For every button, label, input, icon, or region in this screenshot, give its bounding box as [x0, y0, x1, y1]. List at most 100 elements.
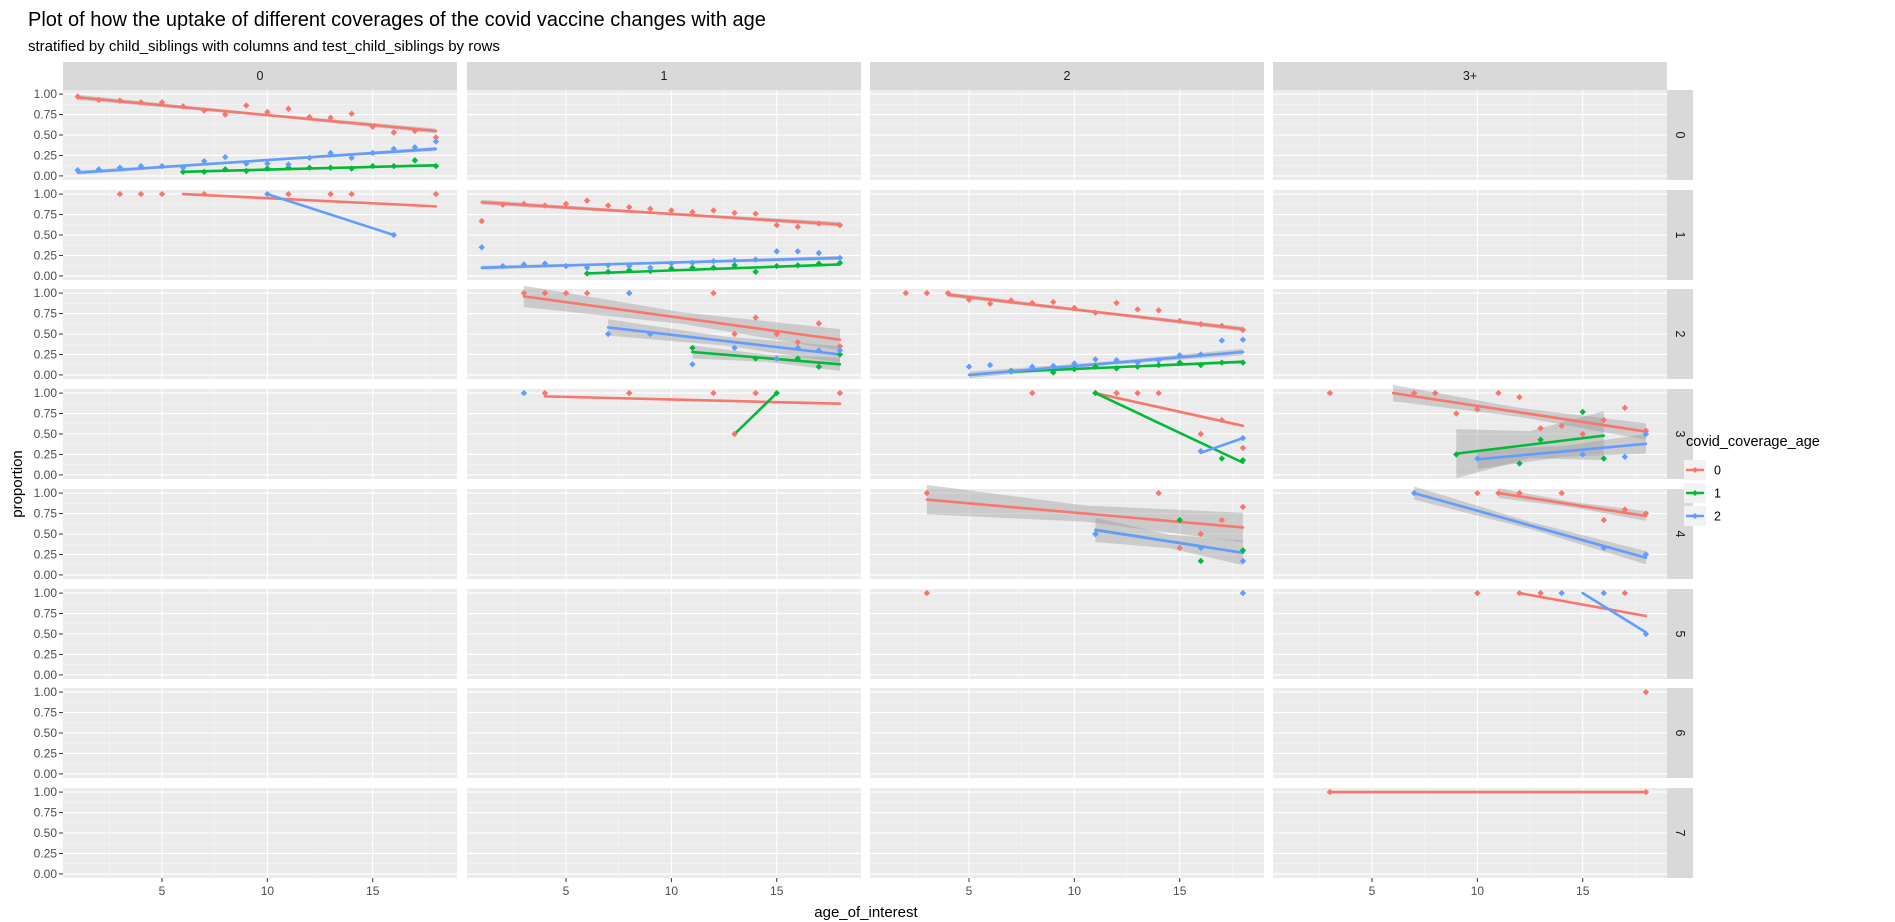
x-tick-label: 10: [261, 884, 275, 898]
data-point: [794, 355, 801, 362]
data-point: [1537, 425, 1544, 432]
trend-line: [1094, 528, 1245, 555]
y-tick-label: 0.00: [34, 468, 58, 482]
data-point: [1600, 416, 1607, 424]
panel-1-1: [478, 197, 844, 277]
data-point: [1092, 389, 1099, 397]
data-point: [1155, 389, 1162, 397]
data-point: [285, 105, 292, 113]
row-strip-label: 4: [1673, 531, 1687, 538]
data-point: [1092, 309, 1099, 316]
data-point: [285, 161, 292, 168]
data-point: [836, 347, 844, 354]
data-point: [1621, 506, 1629, 513]
legend-entry-label: 2: [1714, 510, 1721, 524]
trend-line: [1455, 434, 1606, 455]
panel-1-0: [116, 190, 440, 239]
row-strip-label: 5: [1673, 631, 1687, 638]
data-point: [1239, 434, 1247, 442]
x-tick-label: 10: [1471, 884, 1485, 898]
row-strip: [1667, 90, 1693, 180]
column-strip-label: 0: [257, 69, 264, 83]
y-tick-label: 0.00: [34, 169, 58, 183]
data-point: [1155, 307, 1162, 314]
y-tick-label: 0.00: [34, 867, 58, 881]
data-point: [137, 99, 145, 106]
panel-2-2: [902, 289, 1247, 379]
y-tick-label: 0.00: [34, 269, 58, 283]
data-point: [1218, 322, 1226, 330]
data-point: [116, 97, 124, 104]
data-point: [1218, 455, 1226, 462]
data-point: [179, 103, 187, 110]
data-point: [752, 210, 759, 217]
data-point: [1113, 389, 1120, 397]
data-point: [1516, 489, 1523, 497]
trend-line: [266, 192, 396, 237]
data-point: [1176, 352, 1183, 359]
data-point: [390, 231, 397, 239]
data-point: [222, 153, 229, 161]
data-point: [794, 223, 801, 231]
data-point: [1642, 630, 1650, 638]
data-point: [541, 260, 549, 267]
data-point: [158, 162, 166, 170]
data-point: [1029, 363, 1036, 370]
data-point: [520, 261, 528, 268]
data-point: [1558, 489, 1565, 497]
data-point: [390, 145, 397, 153]
data-point: [752, 256, 759, 263]
data-point: [327, 114, 334, 122]
data-point: [1642, 688, 1650, 696]
legend-entries: 0 1 2: [1684, 460, 1721, 526]
y-tick-label: 0.25: [34, 746, 58, 760]
data-point: [478, 244, 485, 251]
panel-6-3: [1642, 688, 1650, 696]
data-point: [478, 217, 485, 225]
data-point: [1516, 460, 1523, 467]
data-point: [137, 162, 145, 170]
data-point: [264, 108, 271, 116]
data-point: [773, 330, 780, 338]
trend-line: [1497, 491, 1648, 518]
data-point: [1239, 326, 1247, 334]
data-point: [689, 344, 696, 352]
trend-line: [76, 147, 438, 174]
trend-line: [1199, 436, 1245, 455]
row-strip: [1667, 688, 1693, 778]
data-point: [1113, 356, 1120, 364]
data-point: [1113, 365, 1120, 372]
data-point: [390, 162, 397, 170]
data-point: [116, 164, 124, 171]
y-tick-label: 0.75: [34, 806, 58, 820]
y-tick-label: 0.25: [34, 846, 58, 860]
data-point: [1453, 410, 1460, 417]
data-point: [74, 93, 81, 100]
data-point: [815, 347, 823, 354]
data-point: [604, 268, 612, 276]
data-point: [1579, 408, 1586, 416]
data-point: [1176, 359, 1183, 366]
data-point: [836, 389, 844, 397]
data-point: [1579, 451, 1586, 458]
y-tick-label: 0.75: [34, 407, 58, 421]
data-point: [710, 389, 717, 397]
data-point: [626, 289, 633, 297]
panel-3-1: [520, 389, 844, 438]
data-point: [1134, 306, 1141, 313]
data-point: [200, 168, 208, 176]
data-point: [499, 262, 507, 270]
data-point: [432, 134, 440, 141]
data-point: [369, 162, 376, 170]
y-tick-label: 0.25: [34, 347, 58, 361]
trend-line: [691, 350, 842, 366]
trend-line: [1581, 591, 1648, 634]
data-point: [1239, 456, 1247, 464]
data-point: [1621, 404, 1629, 412]
row-strip-label: 3: [1673, 431, 1687, 438]
trend-line: [967, 350, 1245, 377]
trend-line: [1094, 391, 1245, 428]
y-tick-label: 0.75: [34, 307, 58, 321]
y-tick-label: 0.25: [34, 547, 58, 561]
